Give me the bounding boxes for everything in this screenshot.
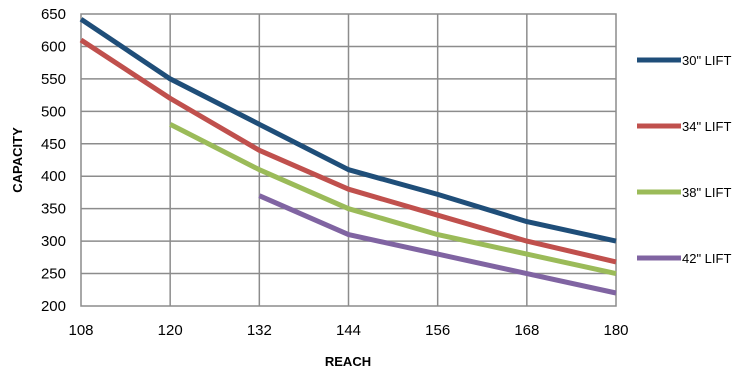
y-tick-label: 450 [41,136,66,153]
x-tick-label: 156 [425,322,450,339]
x-tick-label: 168 [514,322,539,339]
x-tick-label: 120 [158,322,183,339]
y-tick-label: 550 [41,71,66,88]
legend-label-3: 38" LIFT [682,185,731,200]
y-tick-label: 250 [41,266,66,283]
y-tick-label: 650 [41,6,66,23]
y-axis-ticks: 200 250 300 350 400 450 500 550 600 650 [41,6,66,315]
y-tick-label: 200 [41,298,66,315]
y-tick-label: 600 [41,38,66,55]
x-tick-label: 108 [68,322,93,339]
legend-label-2: 34" LIFT [682,119,731,134]
legend: 30" LIFT 34" LIFT 38" LIFT 42" LIFT [637,53,731,266]
x-tick-label: 144 [336,322,361,339]
y-tick-label: 350 [41,201,66,218]
series-line-4 [258,193,617,296]
series-line-1 [79,17,617,244]
series-line-2 [79,37,617,265]
x-axis-ticks: 108 120 132 144 156 168 180 [68,322,628,339]
y-tick-label: 500 [41,103,66,120]
x-tick-label: 180 [603,322,628,339]
x-axis-title: REACH [325,354,371,369]
y-tick-label: 300 [41,233,66,250]
series-lines [79,17,617,296]
x-tick-label: 132 [247,322,272,339]
y-axis-title: CAPACITY [10,127,25,193]
legend-label-4: 42" LIFT [682,251,731,266]
legend-label-1: 30" LIFT [682,53,731,68]
y-tick-label: 400 [41,168,66,185]
series-line-3 [169,122,617,277]
